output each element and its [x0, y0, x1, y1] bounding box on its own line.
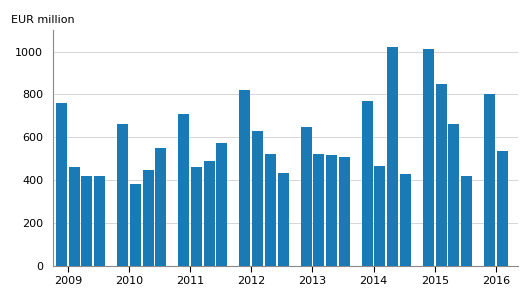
Bar [362, 101, 373, 266]
Bar [449, 124, 459, 266]
Bar [435, 84, 446, 266]
Bar [461, 176, 472, 266]
Bar [326, 156, 337, 266]
Bar [191, 167, 202, 266]
Text: EUR million: EUR million [11, 15, 75, 25]
Bar [56, 103, 67, 266]
Bar [278, 173, 289, 266]
Bar [497, 151, 508, 266]
Bar [252, 131, 263, 266]
Bar [387, 47, 398, 266]
Bar [156, 148, 166, 266]
Bar [300, 127, 312, 266]
Bar [339, 156, 350, 266]
Bar [94, 176, 105, 266]
Bar [178, 114, 189, 266]
Bar [400, 174, 411, 266]
Bar [81, 176, 93, 266]
Bar [130, 185, 141, 266]
Bar [239, 90, 250, 266]
Bar [216, 143, 227, 266]
Bar [204, 161, 215, 266]
Bar [313, 154, 324, 266]
Bar [375, 166, 386, 266]
Bar [117, 124, 128, 266]
Bar [142, 170, 153, 266]
Bar [423, 50, 434, 266]
Bar [484, 95, 495, 266]
Bar [265, 154, 276, 266]
Bar [69, 167, 80, 266]
